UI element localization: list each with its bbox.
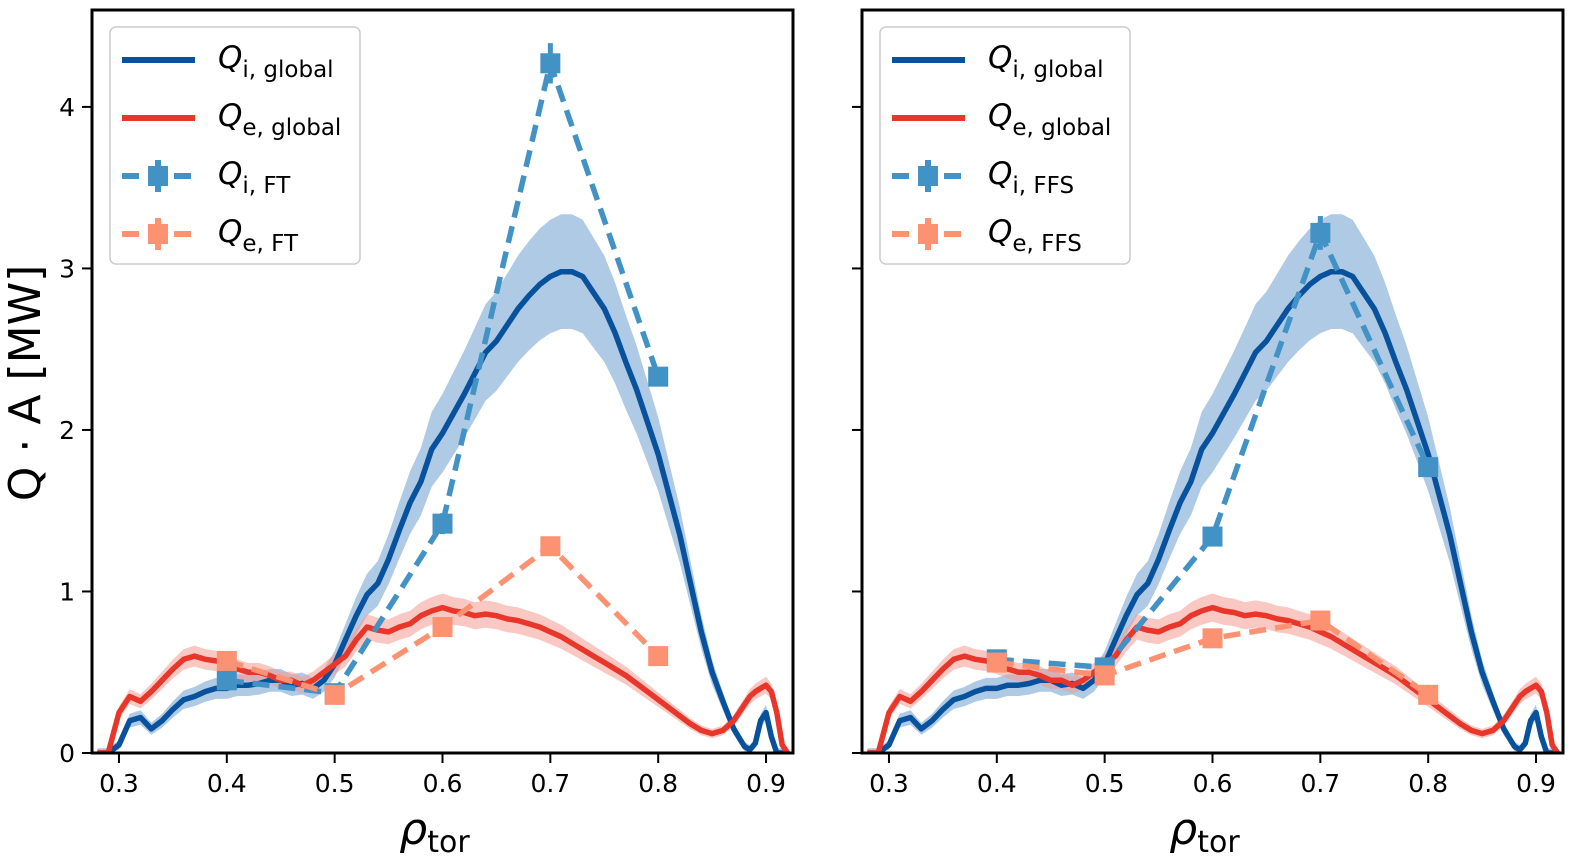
legend-item: Qe, global bbox=[892, 98, 1111, 141]
y-tick-label: 1 bbox=[59, 577, 75, 606]
x-tick-label: 0.3 bbox=[869, 769, 909, 798]
qe-ft-marker bbox=[432, 617, 453, 638]
legend-label: Qe, FFS bbox=[988, 214, 1082, 257]
plot-area bbox=[867, 214, 1560, 753]
x-tick-label: 0.5 bbox=[1085, 769, 1125, 798]
legend-marker-swatch bbox=[148, 166, 168, 186]
x-tick-label: 0.8 bbox=[1408, 769, 1448, 798]
legend-label: Qi, global bbox=[218, 40, 334, 83]
x-tick-label: 0.4 bbox=[977, 769, 1017, 798]
legend-label: Qe, global bbox=[988, 98, 1111, 141]
legend-box bbox=[879, 26, 1131, 265]
qi-global-line bbox=[867, 268, 1558, 753]
legend-label: Qe, FT bbox=[218, 214, 299, 257]
qi-global-band bbox=[867, 214, 1558, 753]
qe-ffs-marker bbox=[1094, 665, 1115, 686]
legend-label: Qi, FFS bbox=[988, 156, 1074, 199]
legend-label: Qi, FT bbox=[218, 156, 291, 199]
legend-item: Qi, FT bbox=[122, 156, 291, 199]
right-panel: 0.3 0.4 0.5 0.6 0.7 0.8 0.9 ρtor Qi, global Qe, g… bbox=[852, 8, 1565, 860]
qi-ft-marker bbox=[216, 670, 237, 691]
qe-ffs-marker bbox=[1310, 610, 1331, 631]
qi-ft-marker bbox=[648, 366, 669, 387]
left-panel: 0.3 0.4 0.5 0.6 0.7 0.8 0.9 0 1 2 3 4 ρtor Qi, global… bbox=[59, 8, 795, 860]
x-tick-label: 0.6 bbox=[423, 769, 463, 798]
legend-marker-swatch bbox=[918, 224, 938, 244]
legend-item: Qi, global bbox=[122, 40, 334, 83]
qi-ffs-marker bbox=[1310, 222, 1331, 243]
x-tick-label: 0.7 bbox=[1300, 769, 1340, 798]
y-tick-label: 0 bbox=[59, 739, 75, 768]
qi-ft-line bbox=[226, 53, 661, 697]
qi-ft-marker bbox=[540, 53, 561, 74]
qe-ft-marker bbox=[540, 536, 561, 557]
x-tick-label: 0.9 bbox=[1516, 769, 1556, 798]
qi-ffs-marker bbox=[1202, 526, 1223, 547]
qe-ffs-marker bbox=[1202, 628, 1223, 649]
qe-ft-marker bbox=[324, 684, 345, 705]
legend-label: Qi, global bbox=[988, 40, 1104, 83]
legend-marker-swatch bbox=[918, 166, 938, 186]
y-tick-label: 3 bbox=[59, 254, 75, 283]
x-axis-title: ρtor bbox=[399, 804, 470, 860]
y-tick-label: 4 bbox=[59, 93, 75, 122]
qi-global-band bbox=[97, 214, 788, 753]
legend-label: Qe, global bbox=[218, 98, 341, 141]
qi-ft-marker bbox=[432, 513, 453, 534]
x-tick-label: 0.8 bbox=[638, 769, 678, 798]
qe-global-band bbox=[867, 593, 1558, 753]
qe-ft-marker bbox=[648, 646, 669, 667]
x-axis-title: ρtor bbox=[1169, 804, 1240, 860]
x-tick-label: 0.9 bbox=[746, 769, 786, 798]
legend-marker-swatch bbox=[148, 224, 168, 244]
legend-box bbox=[109, 26, 361, 265]
x-tick-label: 0.3 bbox=[99, 769, 139, 798]
x-tick-label: 0.5 bbox=[315, 769, 355, 798]
x-tick-label: 0.4 bbox=[207, 769, 247, 798]
qi-ffs-marker bbox=[1418, 457, 1439, 478]
qe-ft-marker bbox=[216, 650, 237, 671]
legend-item: Qe, global bbox=[122, 98, 341, 141]
qe-ffs-marker bbox=[986, 652, 1007, 673]
qi-ffs-line bbox=[996, 225, 1431, 671]
legend-item: Qi, FFS bbox=[892, 156, 1074, 199]
y-axis-title: Q · A [MW] bbox=[0, 265, 51, 501]
legend-item: Qe, FFS bbox=[892, 214, 1082, 257]
x-tick-label: 0.7 bbox=[530, 769, 570, 798]
qe-ffs-marker bbox=[1418, 684, 1439, 705]
legend-item: Qe, FT bbox=[122, 214, 299, 257]
x-tick-label: 0.6 bbox=[1193, 769, 1233, 798]
plot-area bbox=[97, 43, 790, 753]
legend-item: Qi, global bbox=[892, 40, 1104, 83]
y-tick-label: 2 bbox=[59, 416, 75, 445]
